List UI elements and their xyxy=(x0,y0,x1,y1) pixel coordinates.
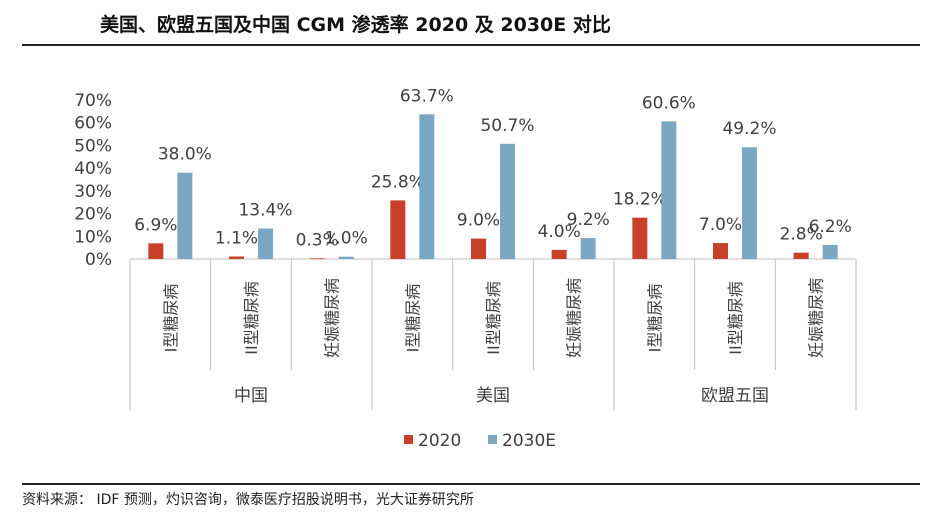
bar-2020-7 xyxy=(632,217,648,259)
page-title: 美国、欧盟五国及中国 CGM 渗透率 2020 及 2030E 对比 xyxy=(100,14,611,36)
bar-2030E-5 xyxy=(500,143,515,259)
category-label: II型糖尿病 xyxy=(726,281,745,354)
y-tick-label: 50% xyxy=(74,136,112,156)
y-tick-label: 30% xyxy=(74,182,112,202)
bar-2020-8 xyxy=(713,243,728,259)
y-tick-label: 20% xyxy=(74,205,112,225)
legend-label: 2020 xyxy=(418,431,461,451)
category-label: 妊娠糖尿病 xyxy=(807,278,826,358)
category-label: I型糖尿病 xyxy=(645,284,664,353)
bar-2020-9 xyxy=(793,252,809,259)
data-label: 2.8% xyxy=(780,225,823,245)
data-label: 50.7% xyxy=(480,116,534,136)
bar-2030E-4 xyxy=(419,114,435,259)
data-label: 1.1% xyxy=(215,229,258,249)
category-label: I型糖尿病 xyxy=(161,284,180,353)
group-label: 欧盟五国 xyxy=(701,386,769,406)
y-tick-label: 0% xyxy=(85,250,112,270)
data-label: 49.2% xyxy=(722,119,776,139)
category-label: II型糖尿病 xyxy=(242,281,261,354)
bar-2030E-3 xyxy=(338,256,354,259)
bar-2020-4 xyxy=(390,200,406,259)
source-note: 资料来源： IDF 预测，灼识咨询，微泰医疗招股说明书，光大证券研究所 xyxy=(22,492,474,508)
legend-label: 2030E xyxy=(502,431,556,451)
top-divider xyxy=(22,44,920,46)
data-label: 25.8% xyxy=(371,172,425,192)
bar-2020-1 xyxy=(148,243,164,259)
category-label: 妊娠糖尿病 xyxy=(323,278,342,358)
data-label: 7.0% xyxy=(699,215,742,235)
data-label: 13.4% xyxy=(238,201,292,221)
data-label: 38.0% xyxy=(158,145,212,165)
group-label: 中国 xyxy=(234,386,268,406)
data-label: 60.6% xyxy=(642,93,696,113)
bar-2020-5 xyxy=(471,238,486,259)
bar-2030E-9 xyxy=(822,244,838,259)
bar-2030E-2 xyxy=(258,228,273,259)
data-label: 6.2% xyxy=(809,217,852,237)
bar-2030E-1 xyxy=(177,172,193,259)
data-label: 9.2% xyxy=(567,210,610,230)
bar-2020-3 xyxy=(309,258,325,260)
data-label: 4.0% xyxy=(538,222,581,242)
bar-2030E-7 xyxy=(661,121,677,259)
y-tick-label: 40% xyxy=(74,159,112,179)
bar-2020-2 xyxy=(229,256,244,259)
data-label: 0.3% xyxy=(296,230,339,250)
data-label: 18.2% xyxy=(613,190,667,210)
legend-swatch-2020 xyxy=(404,435,413,444)
bar-2020-6 xyxy=(551,249,567,259)
data-label: 63.7% xyxy=(400,86,454,106)
category-label: I型糖尿病 xyxy=(403,284,422,353)
data-label: 6.9% xyxy=(134,215,177,235)
bottom-divider xyxy=(22,483,920,485)
category-label: II型糖尿病 xyxy=(484,281,503,354)
bar-2030E-8 xyxy=(742,147,757,259)
y-tick-label: 10% xyxy=(74,227,112,247)
penetration-bar-chart: 0% 10%20% 30% 40% 50%60% 70% 6.9% 1.1% 0.3% 25.8%… xyxy=(74,86,857,451)
legend-swatch-2030E xyxy=(488,435,497,444)
data-label: 1.0% xyxy=(325,229,368,249)
y-tick-label: 70% xyxy=(74,91,112,111)
group-label: 美国 xyxy=(476,386,510,406)
category-label: 妊娠糖尿病 xyxy=(565,278,584,358)
bar-2030E-6 xyxy=(580,238,596,259)
data-label: 9.0% xyxy=(457,211,500,231)
y-tick-label: 60% xyxy=(74,114,112,134)
